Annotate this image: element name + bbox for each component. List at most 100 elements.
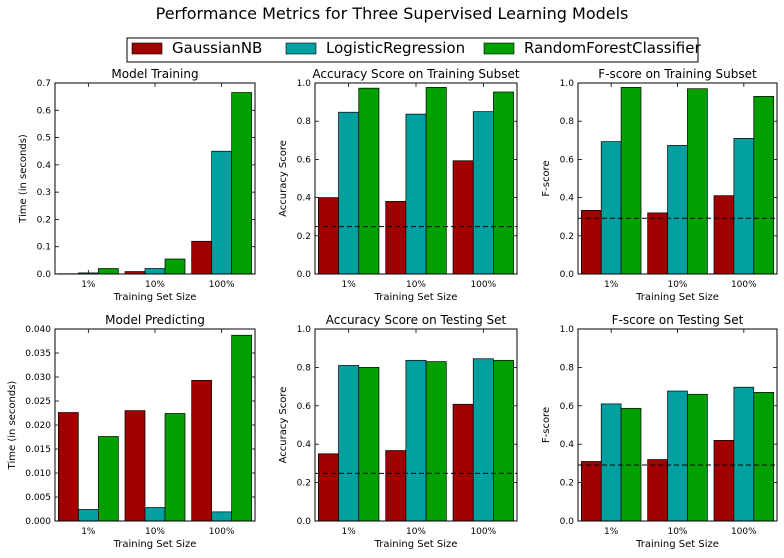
x-tick-label: 100% xyxy=(470,527,496,537)
y-tick-label: 0.005 xyxy=(25,493,51,503)
y-tick-label: 0.8 xyxy=(560,117,575,127)
y-tick-label: 0.0 xyxy=(37,270,52,280)
axes-border xyxy=(314,82,518,275)
y-tick-label: 0.6 xyxy=(37,106,52,116)
y-tick-label: 1.0 xyxy=(297,79,312,89)
bar-logisticregression-10pct xyxy=(667,145,688,275)
bar-gaussiannb-10pct xyxy=(647,459,668,522)
bar-randomforestclassifier-1pct xyxy=(620,87,642,275)
x-axis-label: Training Set Size xyxy=(635,292,719,303)
x-axis-label: Training Set Size xyxy=(635,539,719,550)
subplot-title: Accuracy Score on Testing Set xyxy=(326,313,507,327)
x-tick-label: 1% xyxy=(604,280,619,290)
x-axis-label: Training Set Size xyxy=(374,292,458,303)
y-tick-label: 0.2 xyxy=(560,232,574,242)
subplot-title: Model Training xyxy=(111,67,198,81)
y-tick-label: 0.3 xyxy=(37,188,51,198)
x-tick-label: 100% xyxy=(731,280,757,290)
x-tick-label: 1% xyxy=(81,527,96,537)
bar-gaussiannb-100pct xyxy=(191,240,213,275)
y-axis-label: Accuracy Score xyxy=(278,387,289,464)
y-tick-label: 0.040 xyxy=(25,325,51,335)
bar-logisticregression-1pct xyxy=(600,141,622,275)
y-tick-label: 0.2 xyxy=(297,479,311,489)
bar-randomforestclassifier-100pct xyxy=(493,359,514,522)
y-tick-label: 0.0 xyxy=(560,270,575,280)
bar-randomforestclassifier-100pct xyxy=(753,392,775,522)
x-tick-label: 1% xyxy=(81,280,96,290)
x-tick-label: 10% xyxy=(667,280,687,290)
y-tick-label: 0.2 xyxy=(560,479,574,489)
subplot-model-predicting: Model Predicting 0.000 0.005 0.010 0.015 0.02… xyxy=(7,313,256,550)
x-tick-label: 1% xyxy=(342,280,357,290)
y-tick-label: 0.0 xyxy=(297,517,312,527)
y-tick-label: 0.030 xyxy=(25,373,51,383)
axes-border xyxy=(54,328,256,522)
y-tick-label: 0.0 xyxy=(297,270,312,280)
y-tick-label: 0.6 xyxy=(297,155,312,165)
subplot-title: F-score on Training Subset xyxy=(598,67,757,81)
x-tick-label: 10% xyxy=(145,527,165,537)
y-tick-label: 1.0 xyxy=(560,79,575,89)
x-axis-label: Training Set Size xyxy=(113,539,197,550)
bar-logisticregression-100pct xyxy=(472,111,494,275)
bar-randomforestclassifier-10pct xyxy=(687,393,708,522)
axes-frame xyxy=(54,328,256,522)
legend-swatch-randomforestclassifier xyxy=(483,42,515,55)
y-axis-label: F-score xyxy=(541,407,552,443)
legend-label-logisticregression: LogisticRegression xyxy=(326,39,465,57)
bar-logisticregression-10pct xyxy=(405,113,427,275)
legend-swatch-logisticregression xyxy=(285,42,317,55)
axes-border xyxy=(577,82,778,275)
subplot-title: Model Predicting xyxy=(105,313,205,327)
bar-randomforestclassifier-10pct xyxy=(164,258,186,275)
legend-entry-gaussiannb: GaussianNB xyxy=(131,39,262,57)
bar-logisticregression-10pct xyxy=(405,359,427,522)
bar-gaussiannb-100pct xyxy=(452,160,474,275)
bar-logisticregression-1pct xyxy=(600,403,622,522)
y-tick-label: 0.000 xyxy=(25,517,51,527)
bar-randomforestclassifier-100pct xyxy=(753,96,775,275)
y-tick-label: 0.6 xyxy=(560,402,575,412)
y-tick-label: 0.4 xyxy=(37,161,52,171)
bar-gaussiannb-1pct xyxy=(580,461,602,522)
bar-logisticregression-1pct xyxy=(338,365,360,522)
subplot-accuracy-training: Accuracy Score on Training Subset 0.0 0.2 0… xyxy=(278,67,520,303)
bar-gaussiannb-100pct xyxy=(452,403,474,522)
legend-entry-randomforestclassifier: RandomForestClassifier xyxy=(483,39,701,57)
y-tick-label: 0.010 xyxy=(25,469,51,479)
bar-logisticregression-100pct xyxy=(733,138,755,275)
axes-border xyxy=(54,82,256,275)
axes-border xyxy=(577,328,778,522)
x-tick-label: 1% xyxy=(342,527,357,537)
bar-gaussiannb-1pct xyxy=(57,412,79,522)
bar-randomforestclassifier-1pct xyxy=(358,87,380,275)
x-tick-label: 10% xyxy=(145,280,165,290)
legend: GaussianNB LogisticRegression RandomFore… xyxy=(126,37,701,63)
bar-logisticregression-10pct xyxy=(667,390,688,522)
y-tick-label: 0.2 xyxy=(297,232,311,242)
y-tick-label: 0.8 xyxy=(297,363,312,373)
legend-label-randomforestclassifier: RandomForestClassifier xyxy=(524,39,701,57)
subplot-fscore-testing: F-score on Testing Set 0.0 0.2 0.4 0.6 0.8 1.0… xyxy=(541,313,778,550)
y-tick-label: 0.8 xyxy=(560,363,575,373)
y-tick-label: 0.035 xyxy=(25,349,51,359)
y-tick-label: 0.4 xyxy=(560,194,575,204)
subplot-fscore-training: F-score on Training Subset 0.0 0.2 0.4 0.6 0.… xyxy=(541,67,778,303)
bar-randomforestclassifier-100pct xyxy=(231,92,253,275)
y-tick-label: 1.0 xyxy=(297,325,312,335)
x-axis-label: Training Set Size xyxy=(374,539,458,550)
subplot-title: Accuracy Score on Training Subset xyxy=(312,67,519,81)
x-tick-label: 10% xyxy=(406,280,426,290)
subplot-title: F-score on Testing Set xyxy=(612,313,744,327)
bar-logisticregression-10pct xyxy=(144,268,166,275)
axes-border xyxy=(314,328,518,522)
y-tick-label: 0.020 xyxy=(25,421,51,431)
y-tick-label: 0.2 xyxy=(37,215,51,225)
x-tick-label: 100% xyxy=(470,280,496,290)
bar-randomforestclassifier-1pct xyxy=(358,367,380,522)
bar-randomforestclassifier-100pct xyxy=(231,334,253,522)
x-axis-label: Training Set Size xyxy=(113,292,197,303)
x-tick-label: 10% xyxy=(406,527,426,537)
bar-randomforestclassifier-10pct xyxy=(687,88,708,275)
